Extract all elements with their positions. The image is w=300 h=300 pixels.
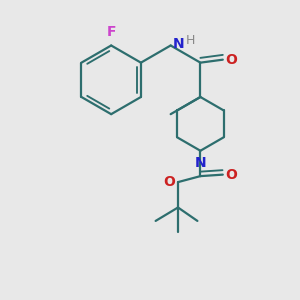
Text: O: O [225, 168, 237, 182]
Text: O: O [164, 175, 176, 189]
Text: H: H [186, 34, 196, 46]
Text: N: N [195, 155, 206, 170]
Text: F: F [106, 25, 116, 39]
Text: N: N [173, 37, 185, 51]
Text: O: O [225, 53, 237, 67]
